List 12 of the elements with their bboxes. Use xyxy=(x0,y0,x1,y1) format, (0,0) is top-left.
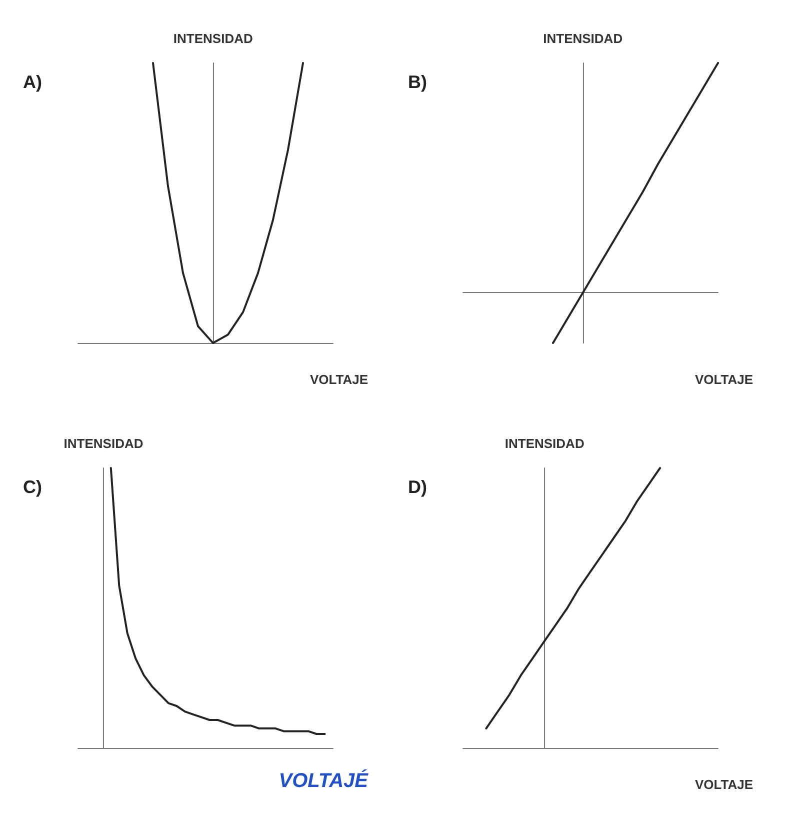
x-axis-title: VOLTAJE xyxy=(310,372,368,387)
text: B) xyxy=(408,72,427,92)
y-axis-title: INTENSIDAD xyxy=(64,436,144,451)
text: A) xyxy=(23,72,42,92)
text: D) xyxy=(408,477,427,497)
y-axis-title: INTENSIDAD xyxy=(173,31,253,46)
x-axis-title: VOLTAJÉ xyxy=(278,769,369,792)
x-axis-title: VOLTAJE xyxy=(694,777,754,792)
text: C) xyxy=(23,477,42,497)
x-axis-title: VOLTAJE xyxy=(694,372,754,387)
y-axis-title: INTENSIDAD xyxy=(543,31,623,46)
y-axis-title: INTENSIDAD xyxy=(504,436,584,451)
